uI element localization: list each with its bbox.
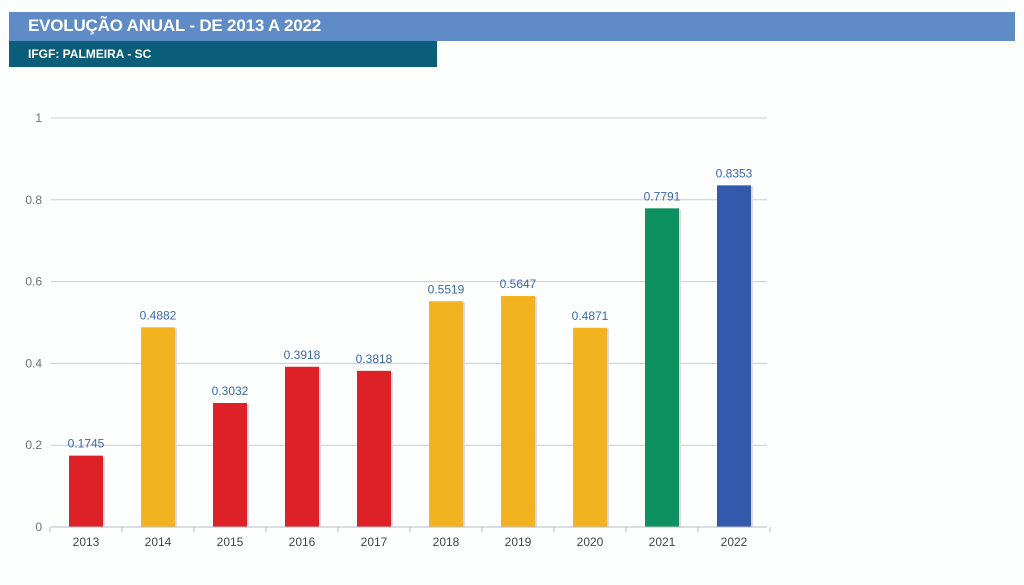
value-label: 0.3032 <box>212 384 249 398</box>
value-labels: 0.1745 0.4882 0.3032 0.3918 0.3818 0.5519 0.56… <box>68 166 753 450</box>
chart-subtitle: IFGF: PALMEIRA - SC <box>28 47 152 61</box>
bar-2014 <box>141 327 175 527</box>
bar-2020 <box>573 327 607 527</box>
x-tick-label: 2019 <box>505 535 532 549</box>
x-tick-label: 2017 <box>361 535 388 549</box>
x-tick-label: 2015 <box>217 535 244 549</box>
bar-2021 <box>645 208 679 528</box>
y-tick-label: 0 <box>35 520 42 534</box>
value-label: 0.4882 <box>140 308 177 322</box>
x-tick-label: 2013 <box>73 535 100 549</box>
value-label: 0.3818 <box>356 352 393 366</box>
value-label: 0.5647 <box>500 277 537 291</box>
bar-2022 <box>717 185 751 527</box>
bar-2019 <box>501 296 535 527</box>
value-label: 0.7791 <box>644 189 681 203</box>
y-tick-label: 0.4 <box>25 356 42 370</box>
x-tick-label: 2016 <box>289 535 316 549</box>
y-tick-label: 0.2 <box>25 438 42 452</box>
bar-2016 <box>285 366 319 527</box>
value-label: 0.5519 <box>428 282 465 296</box>
bars <box>69 185 753 528</box>
bar-2013 <box>69 455 103 527</box>
bar-2015 <box>213 402 247 527</box>
y-tick-label: 1 <box>35 111 42 125</box>
x-tick-label: 2021 <box>649 535 676 549</box>
x-tick-label: 2020 <box>577 535 604 549</box>
title-bar: EVOLUÇÃO ANUAL - DE 2013 A 2022 <box>9 12 1015 41</box>
value-label: 0.3918 <box>284 348 321 362</box>
x-tick-label: 2014 <box>145 535 172 549</box>
subtitle-bar: IFGF: PALMEIRA - SC <box>9 41 437 67</box>
chart-title: EVOLUÇÃO ANUAL - DE 2013 A 2022 <box>28 16 321 35</box>
bar-2018 <box>429 301 463 527</box>
x-tick-label: 2018 <box>433 535 460 549</box>
value-label: 0.4871 <box>572 309 609 323</box>
y-tick-label: 0.6 <box>25 275 42 289</box>
x-axis: 2013 2014 2015 2016 2017 2018 2019 2020 2021 2022 <box>49 526 771 549</box>
y-axis-ticks: 0 0.2 0.4 0.6 0.8 1 <box>25 111 42 534</box>
bar-2017 <box>357 370 391 527</box>
value-label: 0.1745 <box>68 437 105 451</box>
y-tick-label: 0.8 <box>25 193 42 207</box>
x-tick-label: 2022 <box>721 535 748 549</box>
value-label: 0.8353 <box>716 166 753 180</box>
